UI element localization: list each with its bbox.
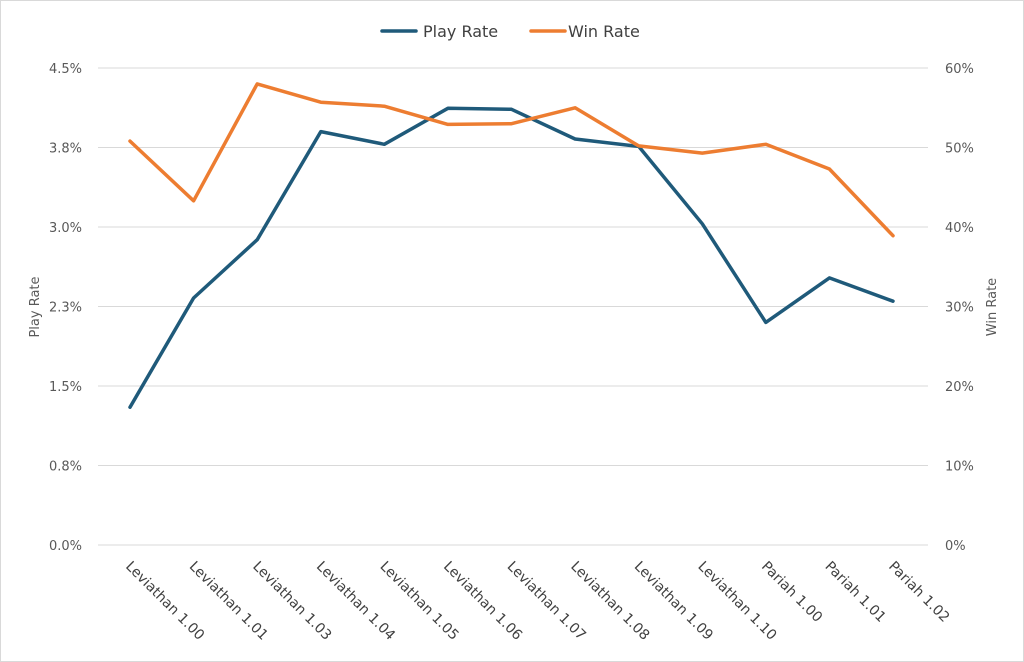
right-tick-label: 10%: [945, 460, 974, 475]
left-axis-ticks: 0.0% 0.8% 1.5% 2.3% 3.0% 3.8% 4.5%: [49, 62, 82, 554]
right-tick-label: 30%: [945, 301, 974, 316]
left-tick-label: 3.0%: [49, 221, 82, 236]
legend-label-play-rate: Play Rate: [423, 22, 498, 41]
right-tick-label: 0%: [945, 539, 966, 554]
right-tick-label: 20%: [945, 380, 974, 395]
left-tick-label: 4.5%: [49, 62, 82, 77]
right-tick-label: 40%: [945, 221, 974, 236]
legend-label-win-rate: Win Rate: [568, 22, 640, 41]
series-lines: [128, 82, 895, 409]
right-axis-ticks: 0% 10% 20% 30% 40% 50% 60%: [945, 62, 974, 554]
series-line-win-rate: [128, 82, 895, 238]
left-tick-label: 0.0%: [49, 539, 82, 554]
right-axis-title: Win Rate: [985, 278, 1000, 336]
left-tick-label: 0.8%: [49, 460, 82, 475]
left-axis-title: Play Rate: [28, 276, 43, 337]
right-tick-label: 60%: [945, 62, 974, 77]
left-tick-label: 1.5%: [49, 380, 82, 395]
series-line-play-rate: [128, 106, 895, 409]
legend: Play Rate Win Rate: [380, 22, 640, 41]
right-tick-label: 50%: [945, 142, 974, 157]
left-tick-label: 2.3%: [49, 301, 82, 316]
left-tick-label: 3.8%: [49, 142, 82, 157]
